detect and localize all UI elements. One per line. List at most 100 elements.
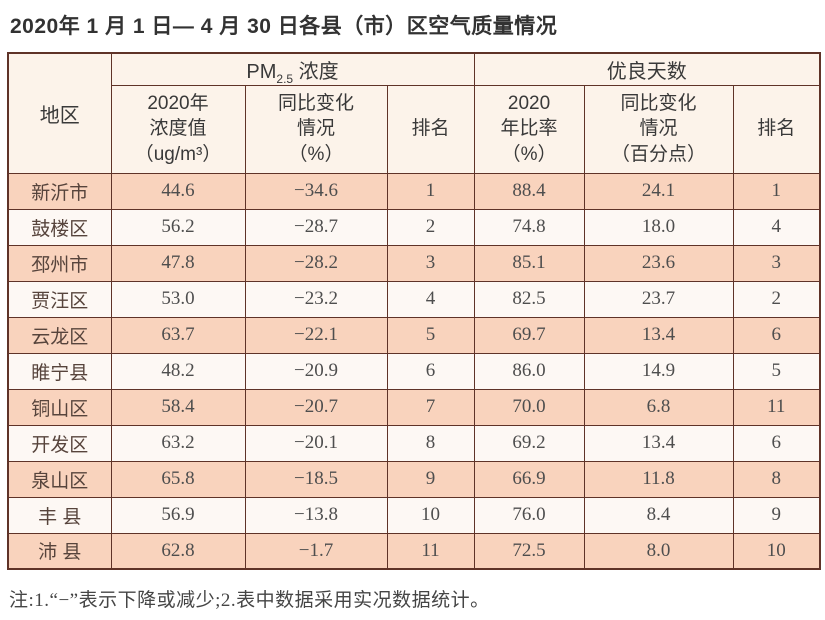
cell-gd-change: 8.4 (583, 496, 734, 534)
cell-gd-change: 18.0 (583, 208, 734, 246)
cell-gd-rank: 5 (732, 352, 821, 390)
pm25-label-suffix: 浓度 (293, 60, 339, 83)
cell-pm-rank: 5 (386, 316, 475, 354)
cell-gd-ratio: 85.1 (473, 244, 585, 282)
cell-gd-change: 24.1 (583, 172, 734, 210)
table-header: 地区 PM2.5 浓度 优良天数 2020年 浓度值 （ug/m³） 同比变化 … (7, 52, 821, 174)
cell-region: 贾汪区 (7, 280, 112, 318)
cell-pm-change: −1.7 (244, 532, 388, 570)
cell-pm-value: 48.2 (110, 352, 246, 390)
table-row: 泉山区 65.8 −18.5 9 66.9 11.8 8 (7, 460, 821, 498)
group-header-row: 地区 PM2.5 浓度 优良天数 (7, 52, 821, 174)
cell-gd-rank: 10 (732, 532, 821, 570)
cell-gd-rank: 6 (732, 316, 821, 354)
header-pm-change: 同比变化 情况 （%） (244, 84, 388, 174)
cell-gd-rank: 9 (732, 496, 821, 534)
cell-gd-rank: 3 (732, 244, 821, 282)
cell-pm-change: −18.5 (244, 460, 388, 498)
cell-pm-value: 56.9 (110, 496, 246, 534)
cell-pm-value: 63.7 (110, 316, 246, 354)
table-row: 云龙区 63.7 −22.1 5 69.7 13.4 6 (7, 316, 821, 354)
cell-gd-rank: 6 (732, 424, 821, 462)
header-pm25-group: PM2.5 浓度 (110, 52, 475, 86)
header-gd-ratio: 2020 年比率 （%） (473, 84, 585, 174)
cell-gd-ratio: 69.7 (473, 316, 585, 354)
air-quality-table: 地区 PM2.5 浓度 优良天数 2020年 浓度值 （ug/m³） 同比变化 … (7, 52, 822, 570)
cell-pm-rank: 10 (386, 496, 475, 534)
cell-gd-rank: 2 (732, 280, 821, 318)
cell-gd-ratio: 66.9 (473, 460, 585, 498)
cell-gd-ratio: 76.0 (473, 496, 585, 534)
page-title: 2020年 1 月 1 日— 4 月 30 日各县（市）区空气质量情况 (10, 15, 558, 38)
cell-region: 泉山区 (7, 460, 112, 498)
cell-region: 云龙区 (7, 316, 112, 354)
cell-gd-change: 14.9 (583, 352, 734, 390)
cell-gd-change: 11.8 (583, 460, 734, 498)
cell-gd-ratio: 82.5 (473, 280, 585, 318)
cell-gd-ratio: 72.5 (473, 532, 585, 570)
cell-region: 丰 县 (7, 496, 112, 534)
table-row: 鼓楼区 56.2 −28.7 2 74.8 18.0 4 (7, 208, 821, 246)
cell-region: 沛 县 (7, 532, 112, 570)
cell-pm-value: 65.8 (110, 460, 246, 498)
cell-pm-change: −20.1 (244, 424, 388, 462)
cell-pm-change: −34.6 (244, 172, 388, 210)
cell-pm-change: −28.2 (244, 244, 388, 282)
cell-region: 新沂市 (7, 172, 112, 210)
cell-pm-rank: 11 (386, 532, 475, 570)
cell-gd-change: 23.6 (583, 244, 734, 282)
cell-gd-rank: 1 (732, 172, 821, 210)
cell-gd-rank: 4 (732, 208, 821, 246)
cell-pm-change: −23.2 (244, 280, 388, 318)
cell-pm-change: −22.1 (244, 316, 388, 354)
cell-pm-rank: 4 (386, 280, 475, 318)
table-body: 新沂市 44.6 −34.6 1 88.4 24.1 1 鼓楼区 56.2 −28.7 2 74.8 1… (7, 172, 821, 570)
cell-pm-value: 53.0 (110, 280, 246, 318)
header-gd-rank: 排名 (732, 84, 821, 174)
cell-gd-change: 13.4 (583, 424, 734, 462)
cell-pm-rank: 3 (386, 244, 475, 282)
cell-region: 鼓楼区 (7, 208, 112, 246)
header-gd-change: 同比变化 情况 （百分点） (583, 84, 734, 174)
cell-gd-rank: 11 (732, 388, 821, 426)
cell-pm-value: 56.2 (110, 208, 246, 246)
table-row: 沛 县 62.8 −1.7 11 72.5 8.0 10 (7, 532, 821, 570)
cell-region: 铜山区 (7, 388, 112, 426)
header-good-days-group: 优良天数 (473, 52, 821, 86)
cell-gd-ratio: 88.4 (473, 172, 585, 210)
cell-pm-value: 44.6 (110, 172, 246, 210)
cell-pm-rank: 8 (386, 424, 475, 462)
header-region: 地区 (7, 52, 112, 174)
cell-region: 开发区 (7, 424, 112, 462)
pm25-label-subscript: 2.5 (276, 71, 294, 86)
table-row: 邳州市 47.8 −28.2 3 85.1 23.6 3 (7, 244, 821, 282)
cell-pm-rank: 1 (386, 172, 475, 210)
cell-gd-ratio: 70.0 (473, 388, 585, 426)
table-row: 开发区 63.2 −20.1 8 69.2 13.4 6 (7, 424, 821, 462)
cell-gd-change: 8.0 (583, 532, 734, 570)
cell-pm-value: 58.4 (110, 388, 246, 426)
cell-pm-change: −20.9 (244, 352, 388, 390)
table-row: 新沂市 44.6 −34.6 1 88.4 24.1 1 (7, 172, 821, 210)
cell-pm-value: 63.2 (110, 424, 246, 462)
cell-pm-rank: 6 (386, 352, 475, 390)
cell-gd-ratio: 86.0 (473, 352, 585, 390)
cell-region: 睢宁县 (7, 352, 112, 390)
cell-gd-change: 13.4 (583, 316, 734, 354)
cell-gd-ratio: 69.2 (473, 424, 585, 462)
cell-region: 邳州市 (7, 244, 112, 282)
cell-gd-change: 6.8 (583, 388, 734, 426)
pm25-label-prefix: PM (246, 60, 277, 83)
header-pm-rank: 排名 (386, 84, 475, 174)
cell-gd-change: 23.7 (583, 280, 734, 318)
cell-pm-value: 47.8 (110, 244, 246, 282)
table-row: 睢宁县 48.2 −20.9 6 86.0 14.9 5 (7, 352, 821, 390)
table-row: 丰 县 56.9 −13.8 10 76.0 8.4 9 (7, 496, 821, 534)
table-row: 贾汪区 53.0 −23.2 4 82.5 23.7 2 (7, 280, 821, 318)
cell-gd-rank: 8 (732, 460, 821, 498)
cell-pm-rank: 9 (386, 460, 475, 498)
cell-pm-rank: 2 (386, 208, 475, 246)
cell-pm-rank: 7 (386, 388, 475, 426)
cell-pm-value: 62.8 (110, 532, 246, 570)
